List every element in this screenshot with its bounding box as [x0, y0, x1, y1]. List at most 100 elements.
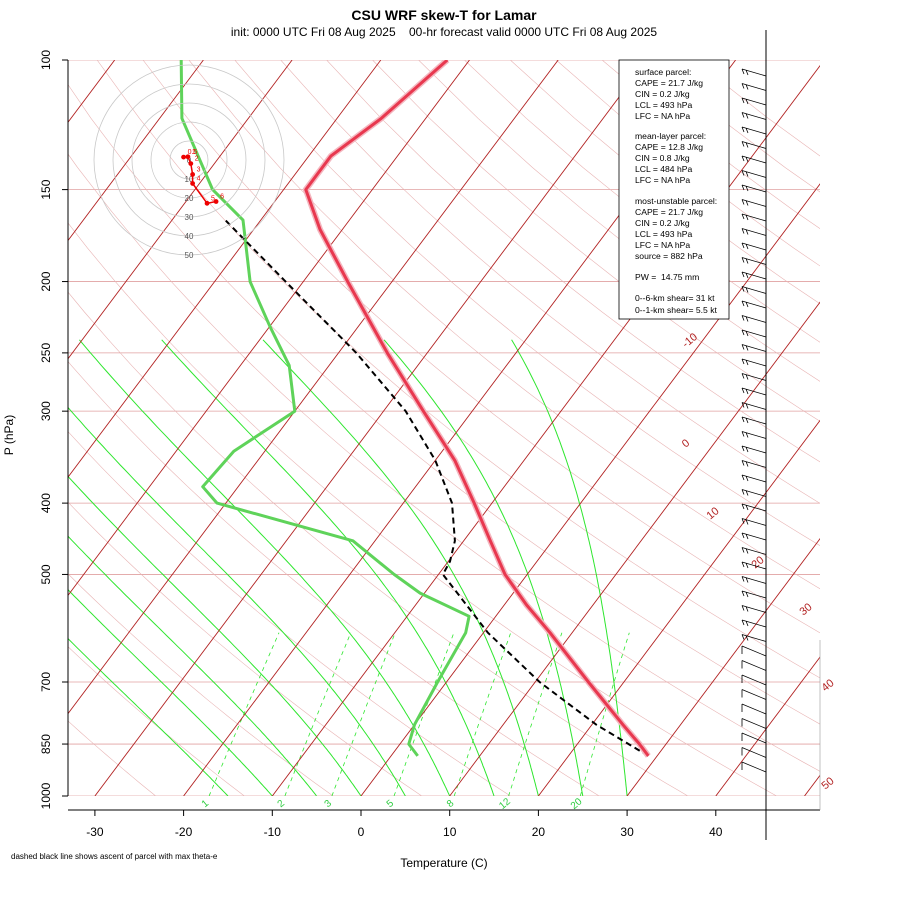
wind-barb [741, 228, 767, 236]
isotherm-line [538, 419, 820, 796]
dry-adiabat [418, 60, 820, 382]
mixing-ratio-label: 8 [445, 798, 457, 810]
surface-parcel-line: CAPE = 21.7 J/kg [635, 78, 703, 88]
wind-barb [741, 213, 767, 222]
wind-barb [741, 634, 767, 642]
dry-adiabat [326, 60, 820, 463]
wind-barb [741, 184, 767, 193]
isotherm-line [715, 656, 820, 796]
hodograph-point [188, 161, 194, 167]
hodograph-ring [112, 83, 266, 237]
hodograph-ring [131, 102, 247, 218]
x-tick-label: -20 [175, 825, 193, 839]
mixing-ratio-line [284, 632, 352, 796]
wind-barbs [741, 68, 767, 773]
temperature-line-shadow [302, 60, 651, 758]
wind-barb [741, 732, 767, 744]
wind-barb [741, 761, 767, 773]
x-tick-label: 40 [709, 825, 723, 839]
chart-subtitle: init: 0000 UTC Fri 08 Aug 2025 00-hr for… [231, 25, 658, 39]
wind-barb [741, 83, 767, 91]
hodograph-point-label: 4 [197, 175, 201, 182]
x-tick-label: -10 [264, 825, 282, 839]
chart-title: CSU WRF skew-T for Lamar [351, 7, 537, 23]
isotherm-line [94, 60, 648, 796]
wind-barb [741, 358, 767, 367]
x-tick-label: -30 [86, 825, 104, 839]
precipitable-water: PW = 14.75 mm [635, 272, 699, 282]
moist-adiabat [68, 637, 229, 796]
x-tick-label: 10 [443, 825, 457, 839]
x-axis-ticks: -30 -20 -10 0 10 20 30 40 [86, 810, 723, 839]
wind-barb [741, 619, 767, 628]
dry-adiabat [68, 431, 511, 796]
mixing-ratio-labels: 1 2 3 5 8 12 20 [200, 796, 585, 812]
shear-line: 0--6-km shear= 31 kt [635, 293, 715, 303]
moist-adiabats [68, 339, 628, 796]
mean-layer-parcel-line: LFC = NA hPa [635, 175, 690, 185]
surface-parcel-line: CIN = 0.2 J/kg [635, 89, 690, 99]
isotherm-label: 40 [820, 677, 837, 694]
y-tick-label: 250 [39, 343, 53, 363]
temperature-line [304, 60, 650, 757]
mixing-ratio-label: 20 [569, 796, 585, 812]
mixing-ratio-line [208, 632, 280, 796]
most-unstable-parcel-line: LCL = 493 hPa [635, 229, 692, 239]
plot-frame [67, 60, 821, 811]
y-tick-label: 500 [39, 564, 53, 584]
y-axis-label: P (hPa) [2, 415, 16, 455]
mixing-ratio-line [331, 632, 396, 796]
mean-layer-parcel-heading: mean-layer parcel: [635, 131, 706, 141]
mixing-ratio-line [579, 632, 630, 796]
hodograph-ring [150, 121, 228, 199]
wind-barb [741, 112, 767, 120]
hodograph-point [190, 172, 196, 177]
mixing-ratio-label: 3 [323, 798, 335, 810]
wind-barb [741, 518, 767, 526]
wind-barb [741, 199, 767, 207]
dry-adiabat [68, 84, 820, 725]
dry-adiabat [372, 60, 820, 422]
y-tick-label: 300 [39, 401, 53, 421]
mixing-ratio-label: 1 [200, 798, 212, 810]
mixing-ratio-lines [208, 632, 630, 796]
moist-adiabat [68, 406, 406, 796]
mixing-ratio-label: 2 [276, 798, 288, 810]
hodograph-rings [93, 64, 285, 256]
dry-adiabat [142, 60, 820, 634]
dry-adiabat [280, 60, 820, 504]
isotherm-line [68, 60, 204, 242]
wind-barb [741, 532, 767, 541]
moist-adiabat [79, 339, 451, 796]
isotherm-line [68, 60, 382, 478]
surface-parcel-heading: surface parcel: [635, 67, 691, 77]
wind-barb [741, 576, 767, 584]
hodograph-ring-label: 50 [185, 251, 194, 260]
surface-parcel-line: LFC = NA hPa [635, 111, 690, 121]
y-tick-label: 700 [39, 672, 53, 692]
x-tick-label: 30 [620, 825, 634, 839]
most-unstable-parcel-heading: most-unstable parcel: [635, 196, 717, 206]
moist-adiabat [511, 339, 628, 796]
dry-adiabat [68, 573, 334, 796]
hodograph-points: 0.512 3 4 5 6 [181, 149, 224, 206]
most-unstable-parcel-line: source = 882 hPa [635, 251, 703, 261]
isotherm-line [68, 60, 293, 360]
sounding-traces [179, 60, 651, 758]
dry-adiabat [68, 153, 820, 772]
wind-barb [741, 387, 767, 396]
wind-barb [741, 547, 767, 555]
hodograph-ring-label: 40 [185, 232, 194, 241]
isotherm-label: 50 [820, 775, 837, 792]
wind-barb-column [741, 30, 767, 840]
hodograph-ring [169, 140, 209, 180]
wind-barb [741, 344, 767, 352]
dry-adiabat [68, 720, 156, 796]
wind-barb [741, 242, 767, 251]
hodograph-ring-label: 20 [185, 194, 194, 203]
shear-line: 0--1-km shear= 5.5 kt [635, 305, 718, 315]
isotherm-line [449, 301, 820, 796]
hodograph-ring [93, 64, 285, 256]
